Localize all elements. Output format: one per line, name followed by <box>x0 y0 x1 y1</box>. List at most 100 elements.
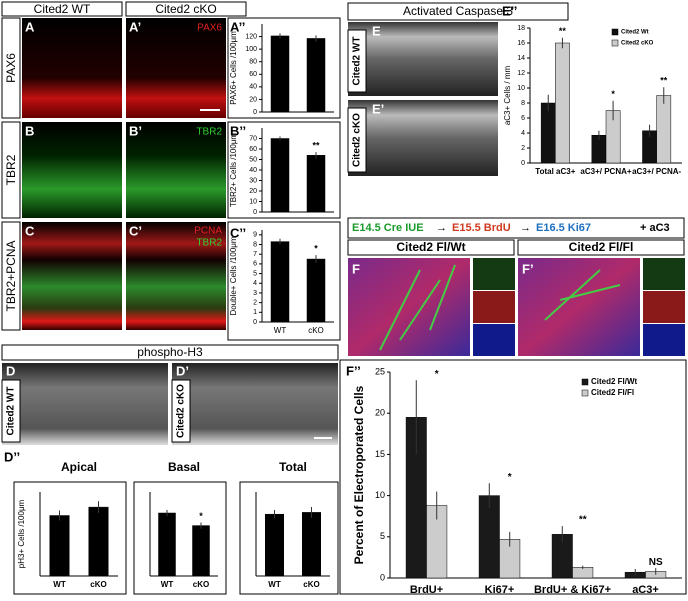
x-tick-label: WT <box>274 326 287 335</box>
y-tick-label: 100 <box>245 46 257 53</box>
y-tick-label: 40 <box>249 167 257 174</box>
bar <box>306 155 326 213</box>
row-label: TBR2 <box>4 154 18 185</box>
chart-frame <box>227 17 341 119</box>
panel-title: Activated Caspase 3 <box>403 4 513 18</box>
annotation: * <box>199 511 203 521</box>
chart-frame <box>239 481 339 595</box>
legend-swatch <box>581 378 589 386</box>
y-tick-label: 5 <box>380 531 385 541</box>
panel-letter: F <box>352 261 360 276</box>
panel-label: B’’ <box>230 123 246 138</box>
panel-letter: A <box>25 19 35 34</box>
row-box <box>1 221 21 331</box>
chart-frame <box>227 221 341 341</box>
y-tick-label: 0 <box>380 572 385 582</box>
y-tick-label: 20 <box>249 96 257 103</box>
bar <box>270 241 290 323</box>
x-tick-label: WT <box>161 580 174 589</box>
y-tick-label: 120 <box>245 33 257 40</box>
y-tick-label: 60 <box>249 71 257 78</box>
image <box>643 291 685 323</box>
chart-title: Basal <box>168 460 200 474</box>
image <box>643 324 685 356</box>
annotation: NS <box>649 557 663 568</box>
y-tick-label: 8 <box>253 241 257 248</box>
y-tick-label: 4 <box>253 280 257 287</box>
y-tick-label: 20 <box>249 188 257 195</box>
image <box>2 363 168 445</box>
y-tick-label: 80 <box>249 59 257 66</box>
x-tick-label: cKO <box>303 580 319 589</box>
panel-label: A’’ <box>230 19 245 34</box>
chart-frame <box>227 121 341 219</box>
y-tick-label: 20 <box>375 408 385 418</box>
image <box>518 258 640 356</box>
panel-letter: A’ <box>129 19 141 34</box>
bar <box>49 515 70 577</box>
panel-letter: C <box>25 223 35 238</box>
image <box>126 122 226 218</box>
annotation: ** <box>579 515 587 526</box>
bar <box>540 102 556 164</box>
svg-text:→: → <box>520 222 531 234</box>
label-box <box>171 379 191 443</box>
row-label: TBR2+PCNA <box>4 240 18 311</box>
panel-letter: E’ <box>372 101 384 116</box>
marker-label: PCNA <box>194 226 222 237</box>
header-box <box>347 2 569 21</box>
header-box <box>347 239 515 256</box>
y-tick-label: 0 <box>521 160 525 167</box>
cell-streaks <box>379 264 621 351</box>
y-tick-label: 10 <box>517 85 525 92</box>
header-box <box>517 239 685 256</box>
timeline-step: + aC3 <box>640 222 670 234</box>
image <box>22 18 122 118</box>
timeline-step: E15.5 BrdU <box>452 222 511 234</box>
chart-title: Apical <box>61 460 97 474</box>
label-box <box>347 107 367 173</box>
image-label: Cited2 WT <box>6 387 17 436</box>
y-tick-label: 10 <box>249 198 257 205</box>
y-tick-label: 7 <box>253 251 257 258</box>
y-tick-label: 50 <box>249 156 257 163</box>
y-tick-label: 12 <box>517 70 525 77</box>
bar <box>302 512 321 577</box>
header-box <box>125 1 247 17</box>
panel-label: C’’ <box>230 225 246 240</box>
y-tick-label: 2 <box>521 145 525 152</box>
panel-letter: D’ <box>176 363 189 378</box>
column-header: Cited2 cKO <box>155 2 216 16</box>
annotation: * <box>508 472 512 483</box>
image <box>473 291 515 323</box>
y-axis-label: PAX6+ Cells /100μm <box>229 31 238 105</box>
annotation: * <box>435 369 439 380</box>
annotation: ** <box>660 76 668 86</box>
legend-label: Cited2 cKO <box>621 41 654 47</box>
panel-label: D’’ <box>4 449 20 464</box>
bar <box>270 35 290 113</box>
y-tick-label: 8 <box>521 100 525 107</box>
image <box>172 363 338 445</box>
row-box <box>1 121 21 219</box>
panel-label: F’’ <box>346 363 361 378</box>
x-tick-label: WT <box>268 580 281 589</box>
bar <box>656 95 672 164</box>
x-tick-label: cKO <box>308 326 324 335</box>
timeline-step: E14.5 Cre IUE <box>352 222 424 234</box>
labels: Cited2 WT Cited2 cKO PAX6 TBR2 TBR2+PCNA… <box>4 2 670 438</box>
chart-frame <box>13 481 127 595</box>
image <box>126 18 226 118</box>
x-tick-label: cKO <box>90 580 106 589</box>
x-tick-label: BrdU+ & Ki67+ <box>534 584 611 596</box>
bar <box>270 138 290 213</box>
y-tick-label: 9 <box>253 232 257 239</box>
y-axis-label: aC3+ Cells / mm <box>503 65 512 125</box>
annotation: * <box>611 89 615 99</box>
bar <box>192 525 210 577</box>
image-label: Cited2 WT <box>352 37 363 86</box>
marker-label: PAX6 <box>197 23 222 34</box>
x-tick-label: Ki67+ <box>485 584 515 596</box>
panel-letter: B <box>25 123 34 138</box>
